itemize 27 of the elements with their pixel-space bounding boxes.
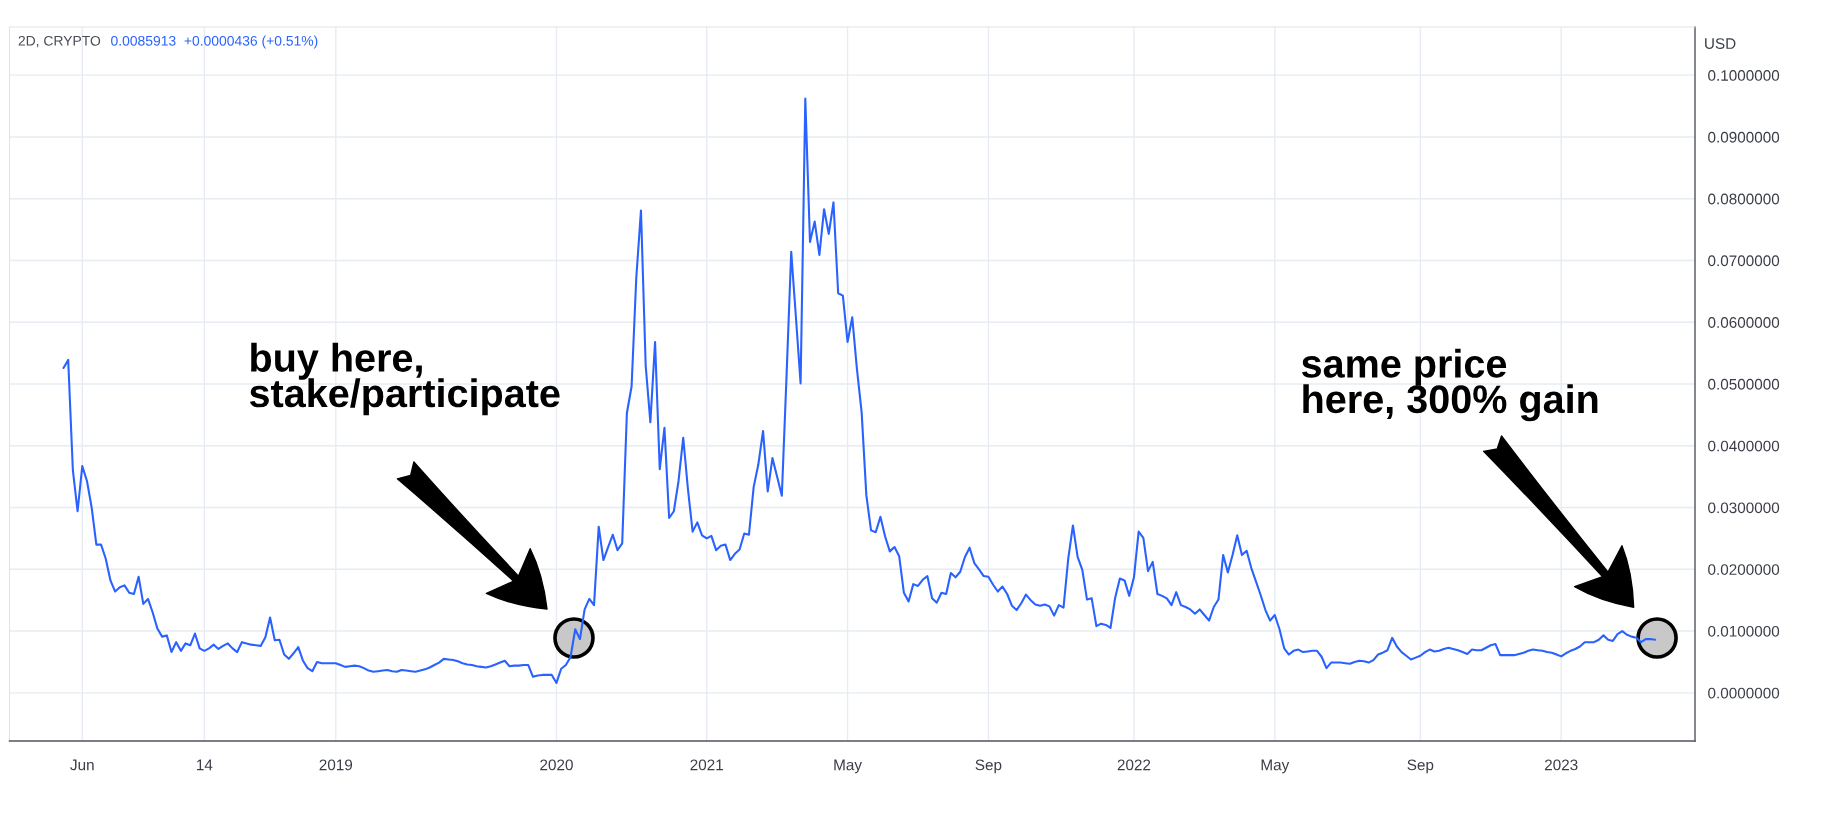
- y-tick-label: 0.0300000: [1708, 502, 1780, 514]
- x-tick-label: May: [1261, 759, 1290, 774]
- text: 2D, CRYPTO: [18, 35, 101, 48]
- x-tick-label: 14: [197, 759, 213, 771]
- x-tick-label: May: [834, 759, 862, 774]
- x-tick-label: 2020: [540, 759, 573, 771]
- y-tick-label: 0.0100000: [1708, 625, 1780, 637]
- y-tick-label: 0.0600000: [1708, 317, 1780, 328]
- annotation: same price here, 300% gain: [1301, 348, 1598, 422]
- y-tick-label: 0.0900000: [1708, 131, 1780, 143]
- y-tick-label: 0.0200000: [1708, 564, 1780, 575]
- x-tick-label: 2019: [319, 759, 353, 771]
- y-tick-label: 0.0500000: [1708, 378, 1780, 390]
- x-tick-label: 2023: [1544, 759, 1578, 771]
- y-tick-label: 0.1000000: [1708, 70, 1780, 81]
- x-tick-label: Sep: [975, 759, 1002, 774]
- x-tick-label: Jun: [70, 759, 94, 771]
- y-tick-label: 0.0800000: [1708, 193, 1780, 205]
- y-tick-label: 0.0700000: [1708, 255, 1780, 267]
- annotation: buy here, stake/participate: [249, 342, 560, 416]
- x-tick-label: 2022: [1117, 759, 1151, 771]
- y-tick-label: 0.0400000: [1708, 440, 1780, 452]
- y-tick-label: 0.0000000: [1708, 687, 1780, 699]
- x-tick-label: 2021: [690, 759, 723, 771]
- x-tick-label: Sep: [1407, 759, 1434, 774]
- text: 0.0085913 +0.0000436 (+0.51%): [111, 35, 318, 49]
- y-axis-title: USD: [1705, 38, 1736, 49]
